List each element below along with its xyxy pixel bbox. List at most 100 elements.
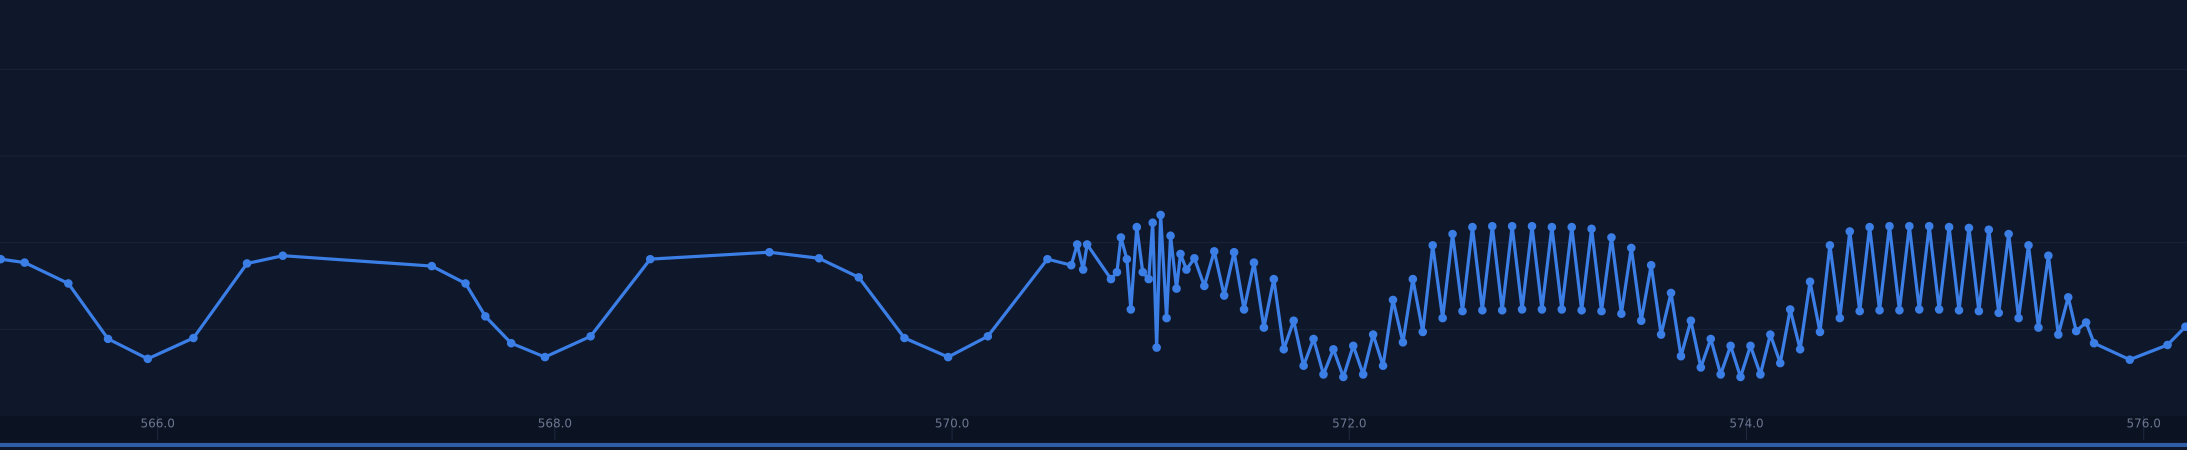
point [1468,222,1477,232]
point [2024,240,2033,250]
point [1954,305,1964,315]
point [1656,330,1666,339]
point [1557,305,1567,314]
point [1259,323,1269,332]
point [1696,363,1706,372]
point [900,333,909,343]
point [1239,305,1249,314]
point [1994,308,2004,318]
point [1388,295,1398,305]
point [1855,306,1865,316]
point [2044,251,2053,260]
point [2063,292,2073,302]
point [765,247,774,257]
point [1156,210,1165,220]
point [427,261,437,271]
point [2125,355,2135,364]
point [0,254,6,264]
point [1448,229,1457,239]
point [1329,344,1338,354]
point [1805,277,1815,286]
point [1182,265,1191,274]
point [1517,305,1527,314]
point [1408,274,1418,284]
scrollbar[interactable] [0,443,2187,447]
point [481,312,490,321]
point [1964,223,1974,233]
point [64,279,73,288]
point [1905,221,1914,231]
point [1924,221,1934,231]
point [1289,316,1298,325]
point [1138,267,1148,277]
point [1527,221,1537,231]
point [1497,305,1507,315]
point [1112,267,1122,277]
point [1537,305,1547,314]
point [1825,240,1835,250]
point [1944,222,1954,232]
point [1458,306,1467,316]
point [943,352,953,362]
point [1974,306,1984,316]
point [2014,313,2023,323]
point [1229,247,1239,257]
point [1339,372,1348,382]
point [1815,327,1825,337]
point [1269,274,1279,284]
point [1358,370,1368,379]
x-tick-label: 572.0 [1332,417,1366,431]
point [1706,334,1716,344]
point [1607,233,1616,242]
point [1299,361,1308,371]
point [1132,222,1142,232]
point [1617,309,1626,319]
point [1078,265,1088,274]
point [1885,221,1894,231]
point [2071,326,2081,336]
point [540,352,550,362]
x-tick-label: 574.0 [1729,417,1763,431]
point [1984,225,1994,234]
point [143,354,153,364]
point [1766,330,1775,339]
point [1726,341,1735,351]
point [1845,227,1855,236]
point [1487,221,1497,231]
point [2163,340,2172,350]
point [854,273,864,282]
point [2089,338,2099,348]
point [1176,249,1185,259]
point [1144,274,1154,284]
point [1418,327,1428,337]
point [1148,218,1157,228]
point [1547,222,1557,232]
point [1066,260,1076,270]
point [1398,338,1408,347]
point [1666,288,1676,298]
point [1785,305,1795,314]
point [189,333,198,343]
point [1934,305,1944,314]
point [1895,305,1904,315]
point [1368,330,1378,339]
point [1746,341,1755,351]
x-tick-label: 566.0 [141,417,175,431]
point [1249,258,1259,267]
point [1577,305,1586,315]
point [1200,281,1209,291]
point [1152,343,1161,352]
point [1428,240,1438,250]
point [1736,372,1745,382]
point [1587,224,1596,234]
point [1646,260,1656,270]
point [1378,361,1388,371]
point [1209,247,1219,256]
point [1106,274,1116,284]
point [1914,305,1924,314]
plot-area [0,0,2187,416]
point [814,253,824,263]
point [1636,316,1646,325]
point [2004,229,2013,239]
